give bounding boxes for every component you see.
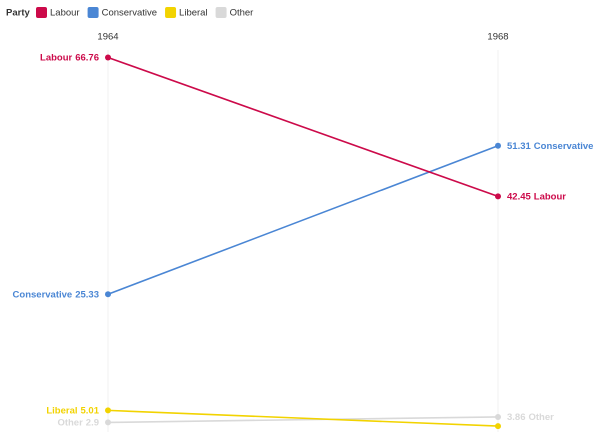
data-label: 42.45 Labour — [507, 191, 566, 202]
series-name: Labour — [40, 52, 72, 63]
value-label: 2.9 — [86, 417, 99, 428]
data-label: Conservative 25.33 — [13, 289, 99, 300]
legend-label: Labour — [50, 8, 80, 19]
legend-label: Other — [230, 8, 254, 19]
data-label: Other 2.9 — [57, 417, 99, 428]
value-label: 5.01 — [81, 405, 100, 416]
series-name: Other — [529, 411, 555, 422]
x-tick-label: 1964 — [97, 32, 118, 43]
slope-line — [107, 409, 499, 427]
slope-line — [107, 416, 499, 424]
series-name: Labour — [534, 191, 566, 202]
point — [495, 413, 501, 420]
x-tick-label: 1968 — [487, 32, 508, 43]
point — [495, 423, 501, 430]
point — [495, 193, 501, 200]
series-name: Conservative — [13, 289, 73, 300]
series-name: Liberal — [46, 405, 77, 416]
legend-title: Party — [6, 8, 30, 19]
value-label: 25.33 — [75, 289, 99, 300]
legend-label: Liberal — [179, 8, 208, 19]
legend-swatch — [36, 7, 47, 18]
value-label: 51.31 — [507, 140, 531, 151]
slope-line — [107, 56, 499, 198]
legend-swatch — [165, 7, 177, 18]
legend-label: Conservative — [102, 8, 157, 19]
value-label: 3.86 — [507, 411, 526, 422]
series-name: Other — [57, 417, 83, 428]
slope-line — [107, 145, 499, 296]
legend-swatch — [215, 7, 227, 18]
data-label: 3.86 Other — [507, 411, 554, 422]
data-label: 51.31 Conservative — [507, 140, 593, 151]
data-label: Labour 66.76 — [40, 52, 99, 63]
point — [105, 291, 111, 298]
legend-swatch — [87, 7, 99, 18]
point — [495, 142, 501, 149]
value-label: 42.45 — [507, 191, 531, 202]
point — [105, 407, 111, 414]
point — [105, 419, 111, 426]
data-label: Liberal 5.01 — [46, 405, 99, 416]
value-label: 66.76 — [75, 52, 99, 63]
series-name: Conservative — [534, 140, 594, 151]
point — [105, 54, 111, 61]
